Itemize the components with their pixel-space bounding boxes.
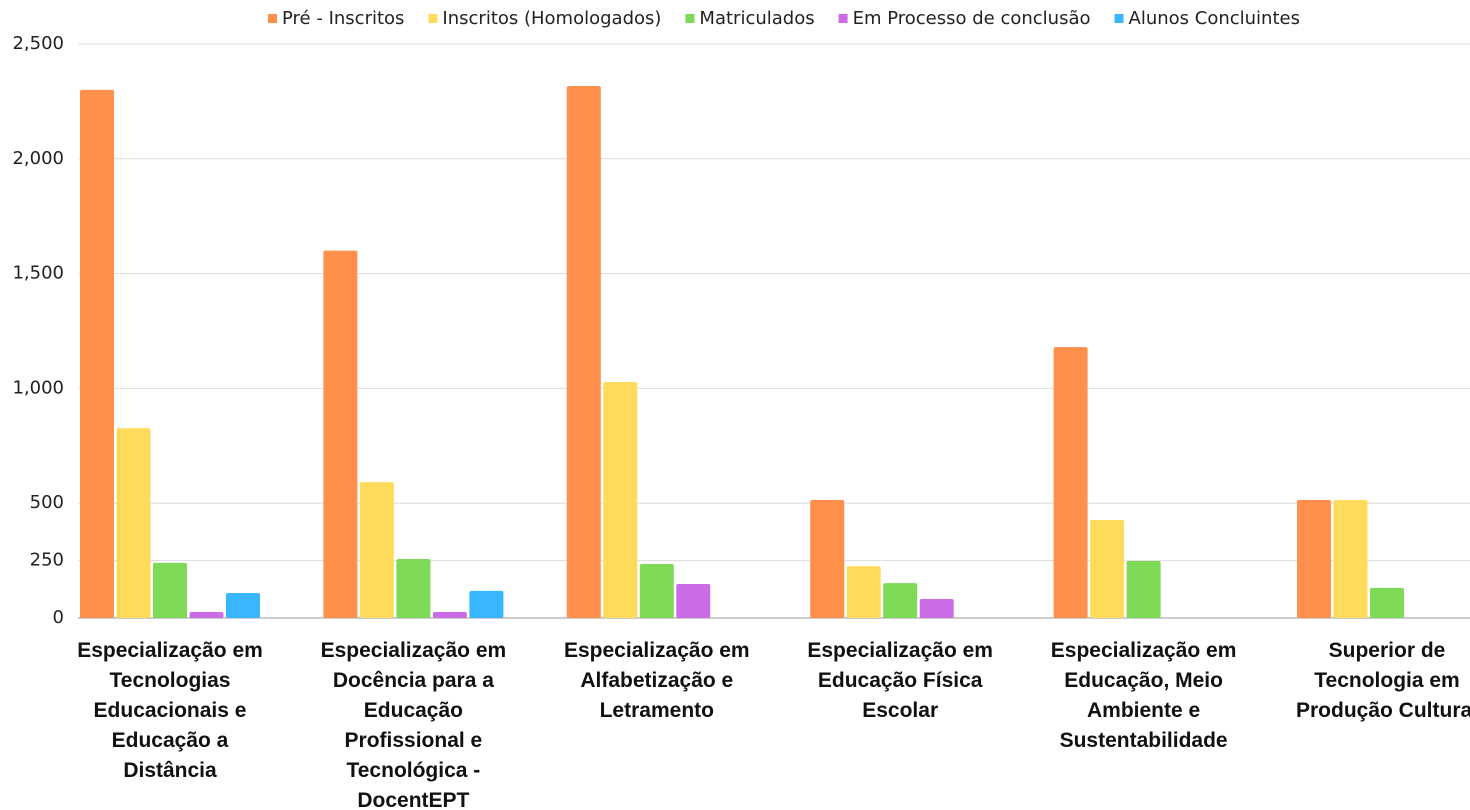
- x-tick-label: Superior de Tecnologia em Produção Cultu…: [1295, 639, 1470, 722]
- bar: [153, 562, 187, 618]
- bar: [603, 381, 638, 618]
- x-tick-label: Especialização em Educação Física Escola…: [807, 639, 993, 722]
- bar: [396, 558, 431, 618]
- bar: [1333, 499, 1368, 618]
- bar: [432, 612, 467, 618]
- legend-swatch: [428, 14, 438, 23]
- bar: [810, 499, 845, 618]
- x-tick-label: Especialização em Docência para a Educaç…: [320, 639, 507, 810]
- legend-swatch: [1114, 14, 1124, 23]
- legend-label: Alunos Concluintes: [1129, 8, 1300, 29]
- legend-label: Inscritos (Homologados): [442, 8, 661, 29]
- y-tick-label: 1,000: [12, 377, 64, 398]
- bar: [639, 564, 674, 618]
- bar: [359, 482, 394, 618]
- y-tick-label: 1,500: [12, 263, 64, 284]
- y-tick-label: 500: [30, 492, 64, 513]
- legend-label: Matriculados: [699, 8, 814, 29]
- bar: [116, 428, 151, 618]
- x-tick-label: Especialização em Tecnologias Educaciona…: [77, 639, 263, 782]
- bar: [1126, 561, 1161, 618]
- legend-label: Pré - Inscritos: [282, 8, 404, 29]
- y-tick-label: 250: [30, 550, 64, 571]
- bar: [676, 584, 711, 618]
- bar: [1297, 499, 1331, 618]
- legend-swatch: [838, 14, 848, 23]
- bar: [469, 590, 504, 618]
- y-tick-label: 2,500: [12, 33, 64, 54]
- bar: [80, 89, 114, 619]
- x-tick-label: Especialização em Alfabetização e Letram…: [563, 639, 750, 722]
- y-tick-label: 0: [53, 607, 64, 628]
- bar: [1053, 347, 1088, 618]
- bar: [323, 250, 358, 618]
- bar: [226, 592, 260, 618]
- bar: [1090, 519, 1125, 618]
- bar: [919, 598, 954, 618]
- bar: [883, 583, 918, 618]
- legend-label: Em Processo de conclusão: [853, 8, 1091, 29]
- bar: [1370, 587, 1404, 618]
- bar: [846, 566, 881, 618]
- y-tick-label: 2,000: [12, 148, 64, 169]
- legend-swatch: [268, 14, 278, 23]
- bar: [566, 86, 601, 619]
- x-tick-label: Especialização em Educação, Meio Ambient…: [1050, 639, 1237, 752]
- legend-swatch: [685, 14, 695, 23]
- bar: [189, 612, 224, 618]
